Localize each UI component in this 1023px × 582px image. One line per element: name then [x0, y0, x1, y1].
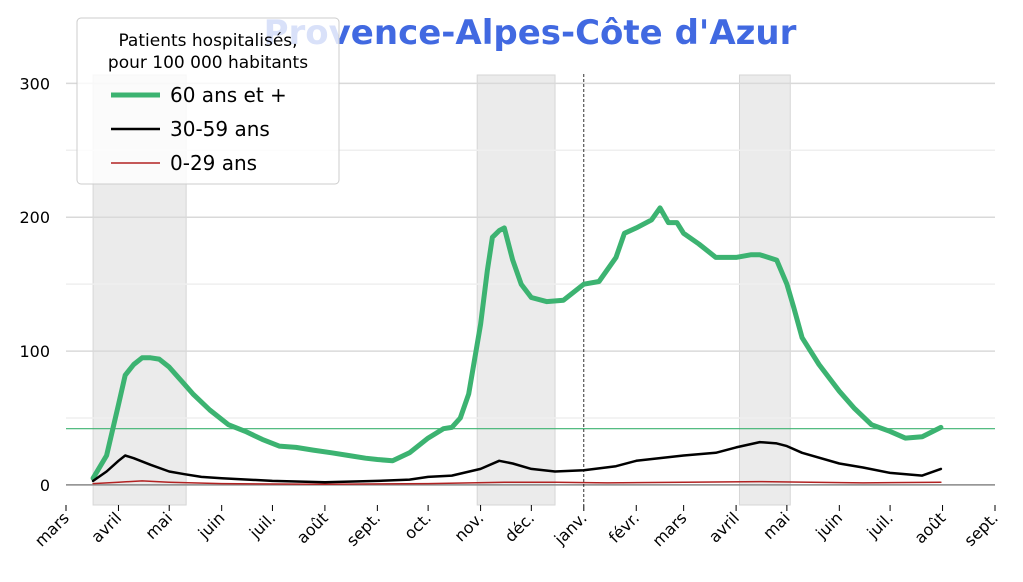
legend-label-2: 30-59 ans	[170, 117, 270, 141]
x-tick-label-14: avril	[705, 508, 743, 546]
x-tick-label-13: mars	[649, 508, 691, 550]
legend-entries: 60 ans et + 30-59 ans 0-29 ans	[111, 83, 287, 175]
series-line-3	[92, 480, 942, 486]
x-tick-label-11: janv.	[550, 508, 591, 549]
y-tick-label-100: 100	[19, 342, 50, 361]
y-tick-label-0: 0	[40, 476, 50, 495]
chart-title: Provence-Alpes-Côte d'Azur	[264, 13, 797, 53]
x-tick-label-2: avril	[87, 508, 125, 546]
x-tick-label-8: oct.	[400, 508, 435, 543]
x-tick-label-5: juil.	[245, 508, 279, 542]
series-line-2	[91, 440, 943, 484]
x-tick-label-16: juin	[811, 508, 846, 543]
x-tick-label-9: nov.	[450, 508, 487, 545]
legend-label-1: 60 ans et +	[170, 83, 287, 107]
shaded-period-3	[738, 74, 791, 506]
x-tick-label-10: déc.	[501, 508, 538, 545]
legend-label-3: 0-29 ans	[170, 151, 257, 175]
legend-title-line-2: pour 100 000 habitants	[108, 53, 308, 73]
series-line-1	[90, 205, 944, 481]
x-tick-label-1: mars	[31, 508, 73, 550]
y-tick-label-300: 300	[19, 74, 50, 93]
x-tick-label-3: mai	[142, 508, 177, 543]
legend-frame	[76, 17, 340, 185]
legend-title-line-1: Patients hospitalisés,	[118, 31, 297, 51]
y-tick-label-200: 200	[19, 208, 50, 227]
x-tick-label-15: mai	[759, 508, 794, 543]
x-tick-label-17: juil.	[863, 508, 897, 542]
x-tick-label-7: sept.	[343, 508, 385, 550]
x-tick-label-6: août	[293, 508, 332, 547]
x-tick-label-4: juin	[194, 508, 229, 543]
shaded-period-2	[476, 74, 556, 506]
x-tick-label-19: sept.	[960, 508, 1002, 550]
x-tick-label-12: févr.	[605, 508, 643, 546]
plot-area	[90, 205, 944, 486]
legend: Patients hospitalisés, pour 100 000 habi…	[76, 17, 340, 185]
x-tick-label-18: août	[910, 508, 949, 547]
